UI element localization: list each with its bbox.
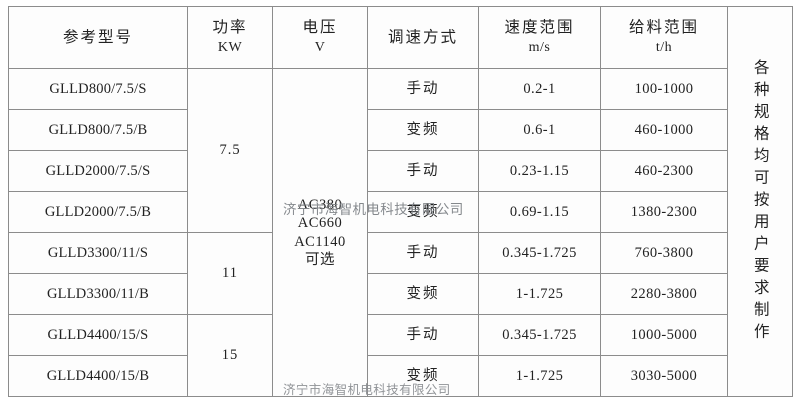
table-row: GLLD2000/7.5/B 变频 0.69-1.15 1380-2300 — [8, 191, 793, 233]
cell-speed-control: 变频 — [367, 355, 479, 397]
cell-speed-range: 1-1.725 — [478, 273, 601, 315]
cell-feed-range: 100-1000 — [600, 68, 728, 110]
cell-power: 11 — [187, 232, 273, 315]
cell-model: GLLD3300/11/S — [8, 232, 188, 274]
cell-speed-control: 手动 — [367, 150, 479, 192]
cell-feed-range: 760-3800 — [600, 232, 728, 274]
cell-model: GLLD2000/7.5/B — [8, 191, 188, 233]
table-row: GLLD3300/11/B 变频 1-1.725 2280-3800 — [8, 273, 793, 315]
table-row: GLLD3300/11/S 11 手动 0.345-1.725 760-3800 — [8, 232, 793, 315]
header-feed-range: 给料范围 t/h — [600, 6, 728, 69]
voltage-option-2: AC660 — [297, 215, 343, 232]
table-row: GLLD4400/15/B 变频 1-1.725 3030-5000 — [8, 355, 793, 397]
cell-model: GLLD3300/11/B — [8, 273, 188, 315]
table-row: GLLD2000/7.5/S 手动 0.23-1.15 460-2300 — [8, 150, 793, 192]
header-voltage-label: 电压 — [302, 19, 338, 37]
cell-power: 15 — [187, 314, 273, 397]
header-voltage-unit: V — [314, 40, 326, 56]
cell-speed-control: 手动 — [367, 232, 479, 274]
cell-speed-range: 0.6-1 — [478, 109, 601, 151]
header-speed-range: 速度范围 m/s — [478, 6, 601, 69]
cell-model: GLLD800/7.5/S — [8, 68, 188, 110]
header-feed-range-label: 给料范围 — [628, 19, 699, 37]
cell-feed-range: 1380-2300 — [600, 191, 728, 233]
cell-model: GLLD800/7.5/B — [8, 109, 188, 151]
cell-power: 7.5 — [187, 68, 273, 233]
header-model-label: 参考型号 — [62, 28, 133, 46]
table-header-row: 参考型号 功率 KW 电压 V 调速方式 速度范围 m/s — [8, 6, 793, 397]
cell-speed-range: 0.23-1.15 — [478, 150, 601, 192]
header-power: 功率 KW — [187, 6, 273, 69]
table-row: GLLD4400/15/S 15 手动 0.345-1.725 1000-500… — [8, 314, 793, 397]
spec-table-sheet: 参考型号 功率 KW 电压 V 调速方式 速度范围 m/s — [8, 6, 793, 397]
note-column-text: 各种规格均可按用户要求制作 — [751, 58, 769, 345]
voltage-option-4: 可选 — [305, 251, 335, 268]
header-speed-control: 调速方式 — [367, 6, 479, 69]
note-column: 各种规格均可按用户要求制作 — [727, 6, 793, 397]
cell-speed-range: 0.345-1.725 — [478, 232, 601, 274]
voltage-option-1: AC380 — [297, 197, 343, 214]
cell-feed-range: 1000-5000 — [600, 314, 728, 356]
header-power-unit: KW — [217, 40, 243, 56]
cell-feed-range: 460-1000 — [600, 109, 728, 151]
voltage-option-3: AC1140 — [294, 233, 346, 250]
table-row: GLLD800/7.5/B 变频 0.6-1 460-1000 — [8, 109, 793, 151]
cell-speed-control: 变频 — [367, 273, 479, 315]
cell-model: GLLD2000/7.5/S — [8, 150, 188, 192]
cell-feed-range: 460-2300 — [600, 150, 728, 192]
cell-speed-range: 1-1.725 — [478, 355, 601, 397]
table-row: GLLD800/7.5/S 7.5 AC380 AC660 AC1140 可选 … — [8, 68, 793, 397]
cell-speed-control: 手动 — [367, 314, 479, 356]
cell-model: GLLD4400/15/B — [8, 355, 188, 397]
cell-voltage: AC380 AC660 AC1140 可选 — [272, 68, 368, 397]
specification-table: 参考型号 功率 KW 电压 V 调速方式 速度范围 m/s — [8, 6, 793, 397]
cell-speed-control: 手动 — [367, 68, 479, 110]
cell-speed-range: 0.69-1.15 — [478, 191, 601, 233]
header-model: 参考型号 — [8, 6, 188, 69]
header-power-label: 功率 — [212, 19, 248, 37]
cell-model: GLLD4400/15/S — [8, 314, 188, 356]
header-voltage: 电压 V — [272, 6, 368, 69]
cell-feed-range: 3030-5000 — [600, 355, 728, 397]
header-speed-range-unit: m/s — [528, 40, 551, 56]
cell-feed-range: 2280-3800 — [600, 273, 728, 315]
header-speed-control-label: 调速方式 — [387, 28, 458, 46]
cell-speed-range: 0.2-1 — [478, 68, 601, 110]
cell-speed-control: 变频 — [367, 191, 479, 233]
cell-speed-control: 变频 — [367, 109, 479, 151]
cell-speed-range: 0.345-1.725 — [478, 314, 601, 356]
header-speed-range-label: 速度范围 — [504, 19, 575, 37]
header-feed-range-unit: t/h — [655, 40, 673, 56]
